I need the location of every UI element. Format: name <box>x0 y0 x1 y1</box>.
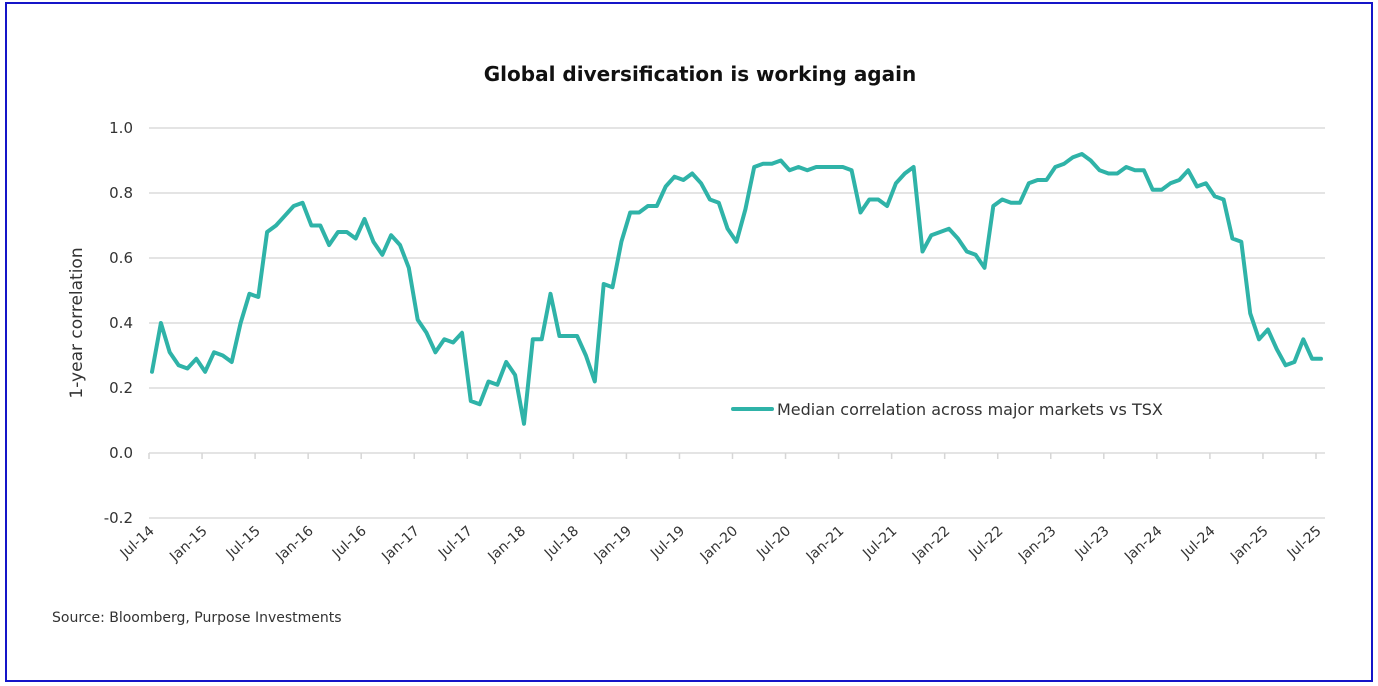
y-tick-label: 0.2 <box>109 379 133 397</box>
y-tick-label: 0.8 <box>109 184 133 202</box>
y-tick-label: 0.4 <box>109 314 133 332</box>
x-tick-label: Jul-22 <box>965 523 1006 562</box>
y-tick-label: 0.0 <box>109 444 133 462</box>
x-tick-label: Jul-16 <box>329 523 370 562</box>
gridlines <box>149 127 1325 519</box>
x-axis-ticks: Jul-14 Jan-15 Jul-15 Jan-16 Jul-16 Jan-17 Jul-… <box>117 453 1325 565</box>
x-tick-label: Jul-20 <box>753 523 794 562</box>
x-tick-label: Jul-18 <box>541 523 582 562</box>
x-tick-label: Jul-14 <box>117 523 158 562</box>
x-tick-label: Jan-25 <box>1227 523 1271 565</box>
x-tick-label: Jan-20 <box>697 523 741 565</box>
y-axis-label: 1-year correlation <box>67 247 87 398</box>
y-axis-ticks: 1.0 0.8 0.6 0.4 0.2 0.0 -0.2 <box>104 119 133 527</box>
source-note: Source: Bloomberg, Purpose Investments <box>52 610 342 626</box>
x-tick-label: Jan-17 <box>378 523 422 565</box>
x-tick-label: Jul-19 <box>647 523 688 562</box>
y-tick-label: 0.6 <box>109 249 133 267</box>
legend-label: Median correlation across major markets … <box>777 400 1163 419</box>
x-tick-label: Jan-18 <box>485 523 529 565</box>
x-tick-label: Jul-25 <box>1284 523 1325 562</box>
chart-title: Global diversification is working again <box>484 62 916 86</box>
x-tick-label: Jul-15 <box>223 523 264 562</box>
x-tick-label: Jan-15 <box>166 523 210 565</box>
x-tick-label: Jan-16 <box>272 523 317 565</box>
legend: Median correlation across major markets … <box>731 400 1163 419</box>
y-tick-label: 1.0 <box>109 119 133 137</box>
x-tick-label: Jan-23 <box>1015 523 1059 565</box>
x-tick-label: Jan-21 <box>803 523 847 565</box>
x-tick-label: Jul-17 <box>435 523 476 562</box>
x-tick-label: Jul-24 <box>1178 523 1219 562</box>
x-tick-label: Jan-24 <box>1121 523 1166 565</box>
chart-frame <box>5 2 1373 682</box>
x-tick-label: Jan-19 <box>591 523 635 565</box>
x-tick-label: Jul-23 <box>1071 523 1112 562</box>
series-layer <box>150 152 1323 426</box>
x-tick-label: Jul-21 <box>859 523 900 562</box>
x-tick-label: Jan-22 <box>909 523 953 565</box>
series-line <box>150 152 1323 426</box>
y-tick-label: -0.2 <box>104 509 133 527</box>
